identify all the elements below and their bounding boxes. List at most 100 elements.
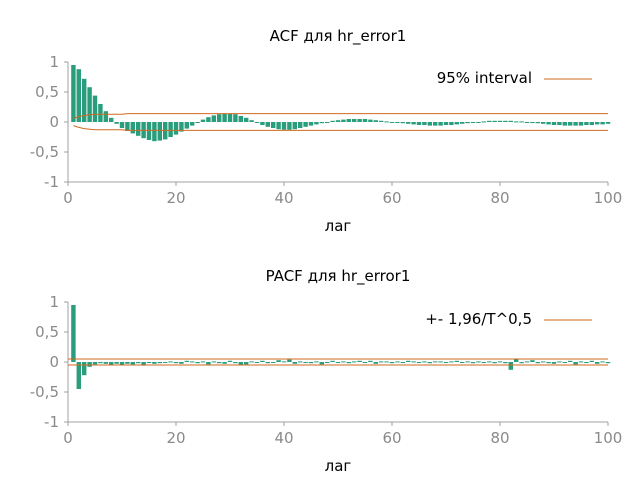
pacf-x-tick-label: 40 [274, 429, 293, 447]
acf-bar [589, 122, 595, 125]
acf-bar [184, 122, 190, 129]
acf-bar [324, 122, 330, 123]
acf-bar [81, 78, 87, 122]
acf-bar [578, 122, 584, 126]
pacf-bar [265, 362, 271, 364]
pacf-bar [135, 362, 141, 364]
pacf-bar [173, 362, 179, 364]
acf-bar [389, 122, 395, 123]
acf-bar [260, 122, 265, 125]
acf-bar [179, 122, 184, 132]
pacf-bar [249, 361, 254, 363]
pacf-bar [81, 362, 87, 376]
pacf-bar [71, 305, 76, 362]
acf-bar [130, 122, 136, 134]
pacf-bar [179, 362, 184, 364]
pacf-bar [368, 360, 373, 362]
pacf-y-tick-label: 0 [49, 353, 59, 371]
acf-bar [584, 122, 589, 125]
pacf-bar [141, 362, 146, 366]
pacf-bar [551, 362, 557, 364]
acf-bar [400, 122, 406, 124]
pacf-bar [405, 360, 411, 362]
pacf-bar [373, 362, 379, 364]
pacf-bar [157, 362, 163, 364]
pacf-x-tick-label: 100 [594, 429, 623, 447]
acf-bar [189, 122, 195, 126]
pacf-bar [589, 360, 595, 362]
pacf-bar [292, 362, 298, 364]
acf-y-tick-label: 1 [49, 53, 59, 71]
acf-y-tick-label: 0,5 [35, 83, 59, 101]
pacf-bar [524, 361, 530, 363]
acf-bar [557, 122, 562, 125]
acf-bar [173, 122, 179, 135]
acf-bar [233, 114, 238, 122]
acf-bar [427, 122, 433, 126]
pacf-bar [270, 362, 276, 363]
pacf-bar [562, 362, 568, 363]
pacf-bar [152, 362, 157, 364]
pacf-bar [346, 362, 352, 364]
acf-bar [146, 122, 152, 140]
acf-bar [297, 122, 303, 128]
pacf-bar [211, 361, 217, 363]
acf-bar [443, 122, 449, 125]
acf-bar [519, 121, 524, 123]
pacf-bar [481, 362, 487, 363]
acf-bar [351, 119, 357, 122]
acf-bar [432, 122, 438, 126]
acf-bar [346, 119, 352, 122]
pacf-bar [233, 362, 238, 364]
pacf-bar [470, 362, 476, 364]
pacf-y-tick-label: 1 [49, 293, 59, 311]
acf-bar [125, 122, 130, 131]
pacf-bar [125, 362, 130, 364]
acf-bar [276, 122, 281, 130]
pacf-bar [567, 360, 573, 362]
acf-bar [513, 121, 519, 123]
acf-bar [535, 122, 541, 124]
acf-bar [238, 116, 244, 122]
acf-bar [216, 114, 222, 122]
acf-x-axis-label: лаг [325, 217, 352, 235]
acf-x-tick-label: 80 [490, 189, 509, 207]
acf-bar [573, 122, 578, 126]
pacf-bar [76, 362, 82, 389]
acf-bar [384, 121, 389, 123]
pacf-bar [260, 360, 265, 362]
acf-bar [314, 122, 319, 125]
pacf-bar [476, 361, 481, 363]
acf-y-tick-label: -0,5 [30, 143, 59, 161]
pacf-bar [341, 361, 346, 363]
pacf-y-tick-label: 0,5 [35, 323, 59, 341]
acf-bar [114, 122, 119, 124]
pacf-bar [546, 362, 551, 364]
pacf-bar [308, 362, 314, 364]
acf-bar [152, 122, 157, 142]
pacf-bar [162, 362, 168, 363]
pacf-bar [330, 360, 335, 362]
acf-x-tick-label: 100 [594, 189, 623, 207]
pacf-bar [535, 362, 541, 364]
pacf-bar [222, 362, 227, 364]
acf-bar [459, 122, 465, 124]
acf-bar [303, 122, 308, 127]
pacf-bar [443, 362, 449, 363]
pacf-legend-label: +- 1,96/T^0,5 [425, 310, 532, 328]
acf-bar [600, 122, 605, 125]
pacf-bar [454, 360, 460, 362]
acf-x-tick-label: 20 [166, 189, 185, 207]
acf-bar [243, 117, 249, 122]
acf-bar [92, 95, 98, 122]
acf-bar [308, 122, 314, 126]
acf-bar [362, 119, 368, 122]
acf-bar [503, 120, 508, 122]
acf-title: ACF для hr_error1 [270, 27, 407, 46]
pacf-bar [519, 362, 524, 364]
acf-x-tick-label: 0 [63, 189, 73, 207]
acf-bar [292, 122, 298, 130]
pacf-panel: PACF для hr_error1 лаг +- 1,96/T^0,5 1 0,… [30, 267, 623, 475]
pacf-bar [206, 362, 211, 365]
